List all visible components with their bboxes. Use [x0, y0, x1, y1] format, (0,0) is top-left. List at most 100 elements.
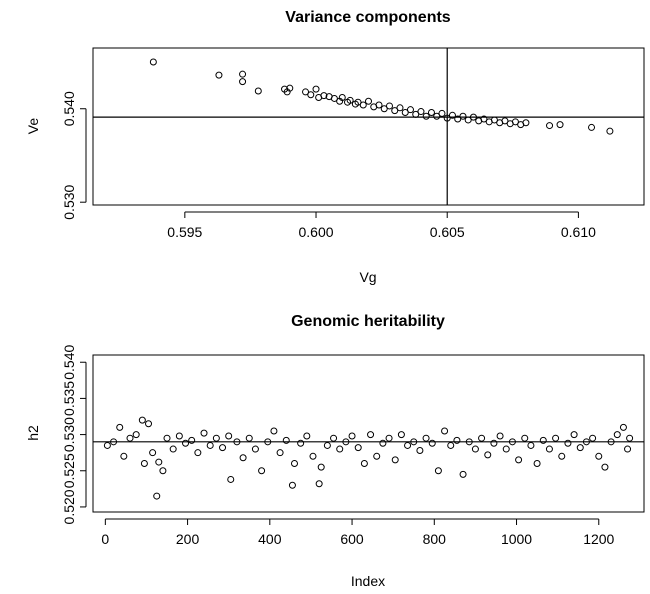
data-point — [397, 431, 405, 439]
data-point — [138, 416, 146, 424]
data-point — [626, 434, 634, 442]
y-tick-label: 0.525 — [61, 453, 77, 488]
data-point — [576, 444, 584, 452]
data-point — [404, 441, 412, 449]
data-point — [336, 445, 344, 453]
y-tick-label: 0.530 — [61, 417, 77, 452]
data-point — [348, 432, 356, 440]
data-point — [613, 431, 621, 439]
x-tick-label: 0.595 — [167, 224, 202, 240]
data-point — [471, 445, 479, 453]
x-axis-label: Index — [351, 573, 385, 589]
data-point — [302, 88, 310, 96]
data-point — [422, 112, 430, 120]
data-point — [145, 420, 153, 428]
data-point — [515, 456, 523, 464]
data-point — [338, 94, 346, 102]
data-point — [480, 115, 488, 123]
data-point — [379, 439, 387, 447]
data-point — [502, 445, 510, 453]
data-point — [320, 92, 328, 100]
data-point — [149, 449, 157, 457]
data-point — [438, 109, 446, 117]
data-point — [312, 85, 320, 93]
x-axis: 0 200 400 600 800 1000 1200 — [101, 518, 615, 547]
data-point — [558, 452, 566, 460]
data-point — [588, 123, 596, 131]
data-point — [448, 111, 456, 119]
panel-genomic-heritability: Genomic heritability 0 200 400 600 800 1000 12… — [25, 313, 645, 589]
data-point — [570, 431, 578, 439]
plot-frame — [92, 354, 645, 513]
data-point — [219, 444, 227, 452]
data-point — [282, 436, 290, 444]
data-point — [188, 436, 196, 444]
data-point — [286, 84, 294, 92]
data-point — [522, 119, 530, 127]
data-point — [132, 431, 140, 439]
x-tick-label: 800 — [423, 531, 447, 547]
data-point — [365, 97, 372, 105]
data-point — [103, 441, 111, 449]
data-point — [375, 101, 383, 109]
data-point — [545, 445, 553, 453]
points-layer — [149, 58, 614, 135]
data-point — [182, 439, 190, 447]
points-layer — [103, 416, 634, 500]
data-point — [206, 441, 214, 449]
data-point — [354, 98, 362, 106]
data-point — [539, 436, 547, 444]
data-point — [254, 87, 262, 95]
data-point — [484, 451, 492, 459]
data-point — [447, 441, 455, 449]
x-axis-label: Vg — [359, 269, 376, 285]
data-point — [453, 436, 461, 444]
data-point — [459, 470, 467, 478]
y-tick-label: 0.540 — [61, 345, 77, 380]
data-point — [194, 449, 202, 457]
x-tick-label: 200 — [176, 531, 200, 547]
x-tick-label: 400 — [258, 531, 282, 547]
x-tick-label: 0.600 — [299, 224, 334, 240]
data-point — [546, 122, 554, 130]
data-point — [239, 70, 247, 78]
data-point — [417, 108, 425, 116]
data-point — [290, 460, 298, 468]
data-point — [307, 91, 315, 99]
data-point — [459, 112, 467, 120]
y-tick-label: 0.535 — [61, 381, 77, 416]
data-point — [422, 434, 430, 442]
data-point — [276, 449, 284, 457]
data-point — [589, 434, 597, 442]
data-point — [163, 434, 171, 442]
data-point — [359, 101, 367, 109]
data-point — [258, 467, 266, 475]
x-tick-label: 600 — [340, 531, 364, 547]
data-point — [155, 458, 163, 466]
plot-frame — [92, 47, 645, 206]
data-point — [317, 463, 325, 471]
panel-variance-components: Variance components 0.595 0.600 0.605 0.610… — [25, 9, 645, 285]
x-tick-label: 1000 — [501, 531, 532, 547]
data-point — [385, 102, 393, 110]
data-point — [239, 78, 247, 86]
data-point — [149, 58, 157, 66]
x-tick-label: 0.605 — [430, 224, 465, 240]
data-point — [315, 480, 323, 488]
data-point — [380, 105, 388, 113]
data-point — [496, 432, 504, 440]
data-point — [434, 467, 442, 475]
data-point — [309, 452, 317, 460]
data-point — [367, 431, 375, 439]
data-point — [239, 454, 247, 462]
data-point — [624, 445, 632, 453]
data-point — [126, 434, 134, 442]
data-point — [433, 112, 441, 120]
data-point — [227, 475, 235, 483]
data-point — [401, 108, 409, 116]
data-point — [385, 434, 393, 442]
data-point — [501, 117, 509, 125]
data-point — [511, 118, 519, 126]
data-point — [120, 452, 128, 460]
